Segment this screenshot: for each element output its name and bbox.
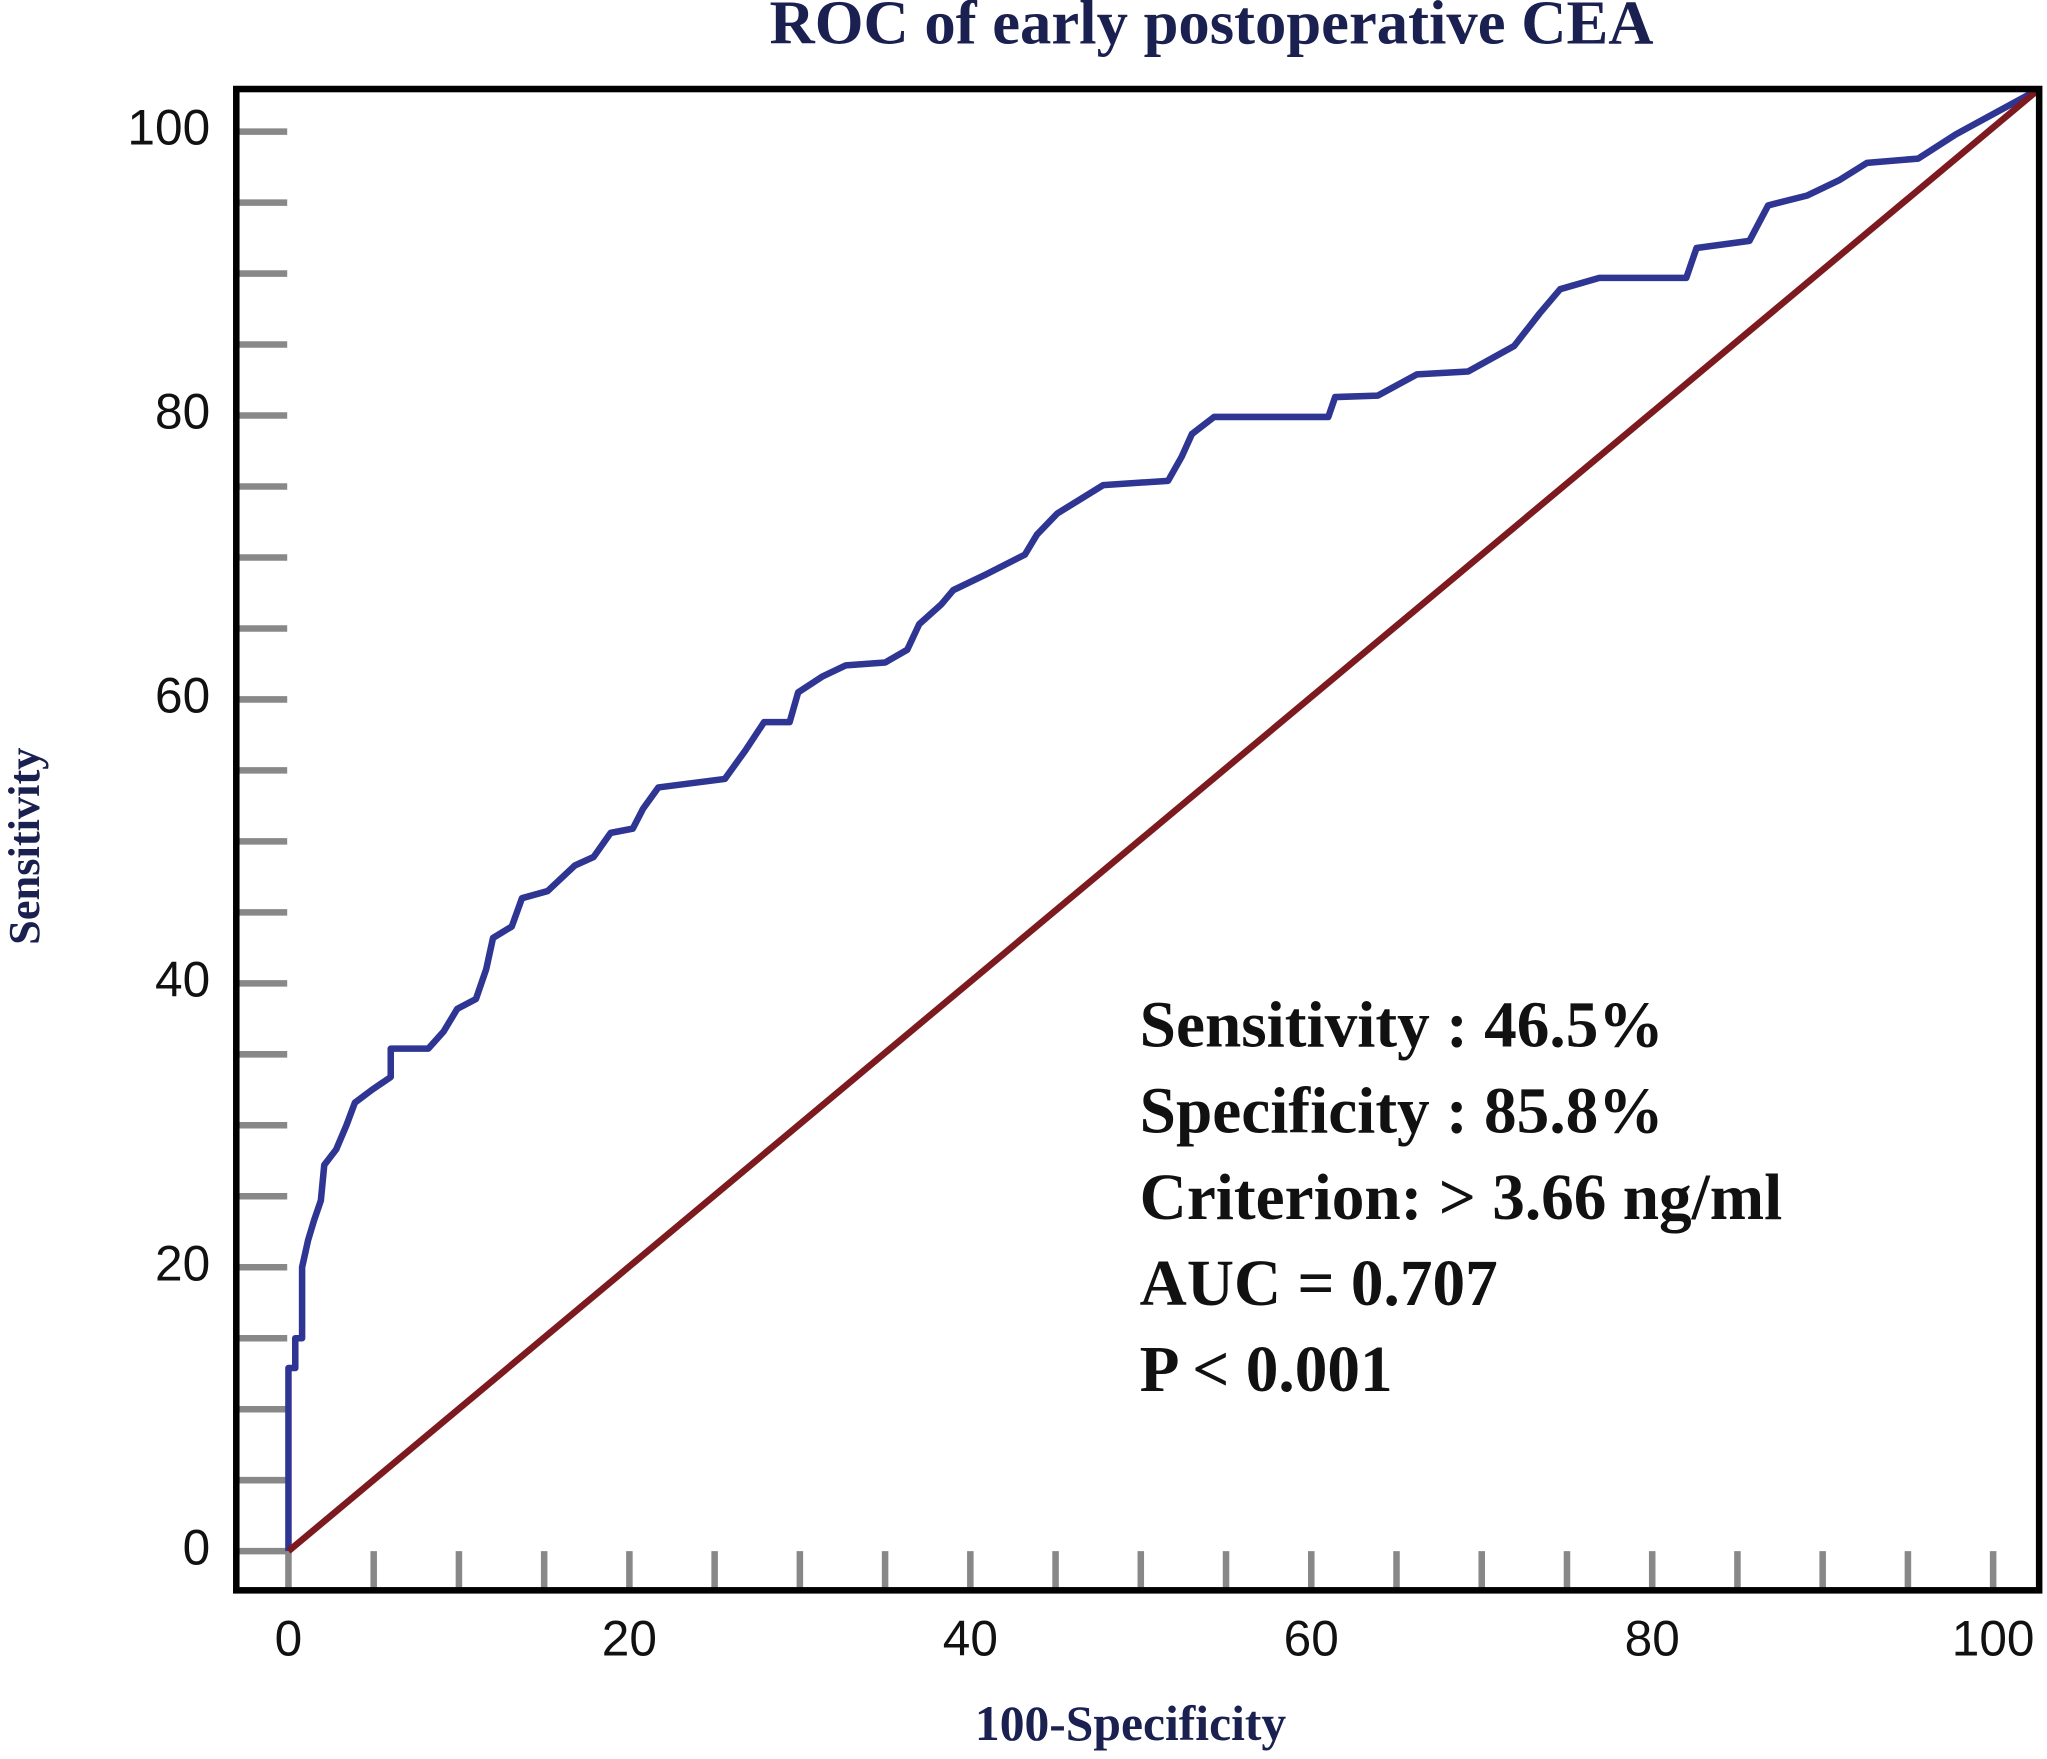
y-tick-label: 20 (155, 1235, 210, 1291)
chart-title: ROC of early postoperative CEA (769, 0, 1653, 57)
y-tick-label: 0 (183, 1519, 211, 1575)
y-tick-label: 60 (155, 668, 210, 724)
x-tick-label: 60 (1284, 1611, 1339, 1667)
x-axis-label: 100-Specificity (975, 1696, 1286, 1751)
plot-frame (233, 85, 2043, 1594)
y-tick-label: 100 (127, 100, 210, 156)
y-axis-label: Sensitivity (0, 748, 49, 945)
y-tick-label: 40 (155, 951, 210, 1007)
annotation: P < 0.001 (1140, 1334, 1393, 1406)
x-tick-label: 80 (1625, 1611, 1680, 1667)
annotation: AUC = 0.707 (1140, 1248, 1498, 1320)
roc-line (285, 86, 2041, 1552)
x-tick-label: 100 (1952, 1611, 2035, 1667)
annotation: Criterion: > 3.66 ng/ml (1140, 1162, 1783, 1234)
y-tick-label: 80 (155, 384, 210, 440)
annotation: Specificity : 85.8% (1140, 1076, 1664, 1148)
x-tick-label: 20 (602, 1611, 657, 1667)
x-tick-label: 40 (943, 1611, 998, 1667)
roc-line (286, 86, 2042, 1554)
x-tick-label: 0 (275, 1611, 303, 1667)
annotation: Sensitivity : 46.5% (1140, 990, 1664, 1062)
